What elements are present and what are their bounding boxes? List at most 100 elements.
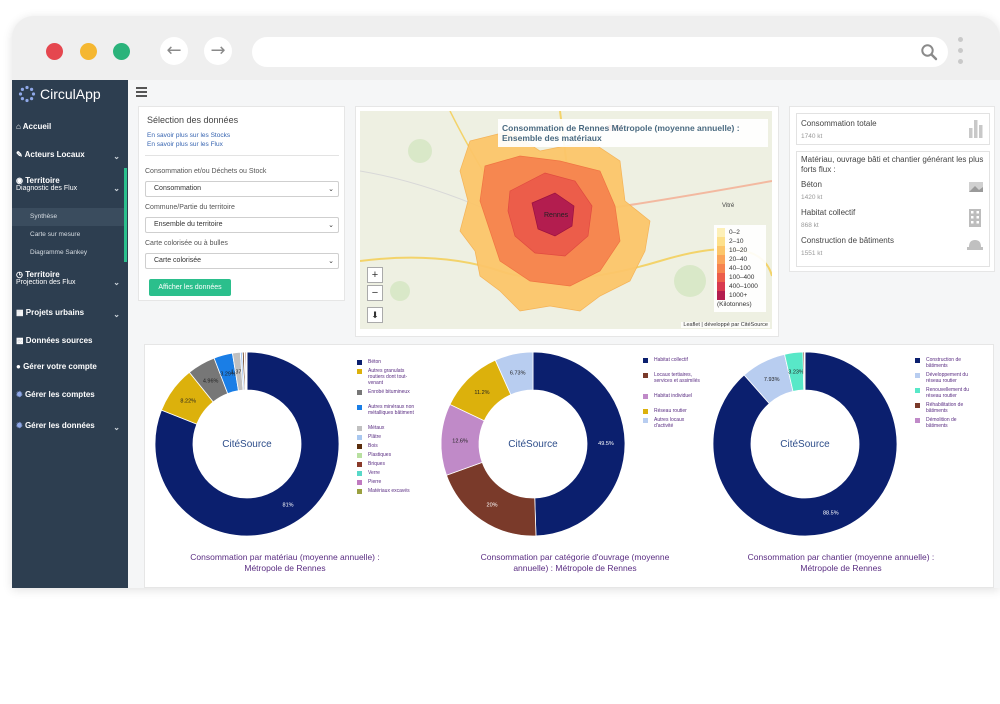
label-commune: Commune/Partie du territoire [145,204,235,211]
select-carte[interactable]: Carte colorisée ⌄ [145,253,339,269]
sidebar-item-gerer-compte[interactable]: ● Gérer votre compte [16,362,97,371]
legend-label: Démolition de bâtiments [926,417,957,429]
app-container: CirculApp ⌂ Accueil ✎ Acteurs Locaux ⌄ ◉… [12,80,1000,588]
forward-button[interactable]: → [204,37,232,65]
citesource-logo: CitéSource [508,439,558,450]
legend-item: 100–400 [717,273,763,282]
map-legend: 0–2 2–10 10–20 20–40 40–100 100–400 400–… [714,225,766,312]
legend-swatch [915,358,920,363]
hamburger-menu-icon[interactable] [136,87,147,99]
legend-swatch [357,426,362,431]
sidebar-item-territoire-diagnostic[interactable]: ◉ Territoire Diagnostic des Flux ⌄ [16,176,120,193]
circular-logo-icon [18,85,36,103]
legend-label: Enrobé bitumineux [368,389,410,395]
map-panel: Rennes A 84 Vitré Consommation de Rennes… [355,106,779,337]
legend-label: Matériaux excavés [368,488,410,494]
legend-label: Construction de bâtiments [926,357,962,369]
map-town-label: Vitré [722,203,735,209]
legend-swatch [643,373,648,378]
legend-item: 1000+ [717,291,763,300]
chevron-down-icon: ⌄ [113,184,120,193]
donut-data-label: 3.23% [788,370,804,376]
submenu-carte-sur-mesure[interactable]: Carte sur mesure [30,231,81,238]
legend-label: Autres locaux d'activité [654,417,685,429]
link-flux[interactable]: En savoir plus sur les Flux [147,141,223,148]
app-logo[interactable]: CirculApp [12,80,128,108]
chart-legend-ouvrage: Habitat collectif Locaux tertiaires, serv… [643,357,713,457]
select-consommation[interactable]: Consommation ⌄ [145,181,339,197]
show-data-button[interactable]: Afficher les données [149,279,231,296]
legend-item: 400–1000 [717,282,763,291]
legend-label: Autres minéraux non métalliques bâtiment [368,404,415,416]
close-window-button[interactable] [46,43,63,60]
map-city-label: Rennes [544,212,569,219]
legend-item: 2–10 [717,237,763,246]
legend-swatch [357,405,362,410]
donut-slice[interactable] [804,351,806,391]
legend-swatch [643,409,648,414]
donut-slice[interactable] [445,461,537,537]
back-button[interactable]: ← [160,37,188,65]
chevron-down-icon: ⌄ [328,258,334,265]
citesource-logo: CitéSource [780,439,830,450]
legend-label: Bois [368,443,378,449]
search-icon[interactable] [920,43,938,61]
donut-slice[interactable] [494,351,534,396]
maximize-window-button[interactable] [113,43,130,60]
sidebar-item-gerer-comptes[interactable]: ✹ Gérer les comptes [16,390,95,399]
select-commune[interactable]: Ensemble du territoire ⌄ [145,217,339,233]
donut-data-label: 12.6% [452,438,468,444]
donut-slice[interactable] [712,351,898,537]
choropleth-map[interactable]: Rennes A 84 Vitré [360,111,772,329]
minimize-window-button[interactable] [80,43,97,60]
legend-label: Renouvellement du réseau routier [926,387,970,399]
top-bar [128,80,1000,100]
legend-swatch [643,418,648,423]
legend-swatch [357,480,362,485]
chart-legend-material: Béton Autres granulats routiers dont tout… [357,359,427,509]
legend-label: Réseau routier [654,408,687,414]
chevron-down-icon: ⌄ [328,186,334,193]
sidebar-item-acteurs-locaux[interactable]: ✎ Acteurs Locaux ⌄ [16,150,120,161]
sidebar-item-projets-urbains[interactable]: ▦ Projets urbains ⌄ [16,308,120,319]
legend-swatch [357,390,362,395]
edit-icon: ✎ [16,150,23,159]
donut-data-label: 1.37% [231,369,247,375]
sidebar-item-accueil[interactable]: ⌂ Accueil [16,122,52,131]
legend-label: Habitat collectif [654,357,688,363]
donut-data-label: 3.29% [220,371,236,377]
sidebar-item-donnees-sources[interactable]: ▩ Données sources [16,336,93,345]
city-icon: ▦ [16,308,24,317]
donut-data-label: 20% [487,502,498,508]
download-button[interactable]: ⬇ [367,307,383,323]
link-stocks[interactable]: En savoir plus sur les Stocks [147,132,231,139]
chevron-down-icon: ⌄ [113,423,120,432]
submenu-synthese[interactable]: Synthèse [12,208,124,226]
legend-swatch [915,373,920,378]
sidebar-item-gerer-donnees[interactable]: ✹ Gérer les données ⌄ [16,421,120,432]
legend-label: Plâtre [368,434,382,440]
chevron-down-icon: ⌄ [113,152,120,161]
top-flows-title: Matériau, ouvrage bâti et chantier génér… [801,155,984,174]
legend-swatch [915,388,920,393]
arrow-right-icon: → [210,40,226,61]
zoom-out-button[interactable]: − [367,285,383,301]
donut-slice[interactable] [154,351,340,537]
legend-label: Développement du réseau routier [926,372,968,384]
legend-label: Réhabilitation de bâtiments [926,402,964,414]
donut-slice[interactable] [532,351,626,537]
donut-data-label: 7.93% [764,377,780,383]
browser-menu-icon[interactable] [958,37,964,67]
submenu-diagramme-sankey[interactable]: Diagramme Sankey [30,249,88,256]
stats-panel: Consommation totale 1740 kt Matériau, ou… [789,106,995,272]
map-attribution[interactable]: Leaflet | développé par CitéSource [681,322,770,328]
browser-window: ← → CirculApp ⌂ Accueil ✎ Acteurs Locaux… [12,16,1000,588]
address-bar[interactable] [252,37,948,67]
legend-swatch [915,403,920,408]
zoom-in-button[interactable]: + [367,267,383,283]
sidebar-item-territoire-projection[interactable]: ◷ Territoire Projection des Flux ⌄ [16,270,120,287]
legend-swatch [357,462,362,467]
total-consumption-value: 1740 kt [801,133,823,140]
map-view[interactable]: Rennes A 84 Vitré Consommation de Rennes… [360,111,772,329]
legend-label: Habitat individuel [654,393,693,399]
